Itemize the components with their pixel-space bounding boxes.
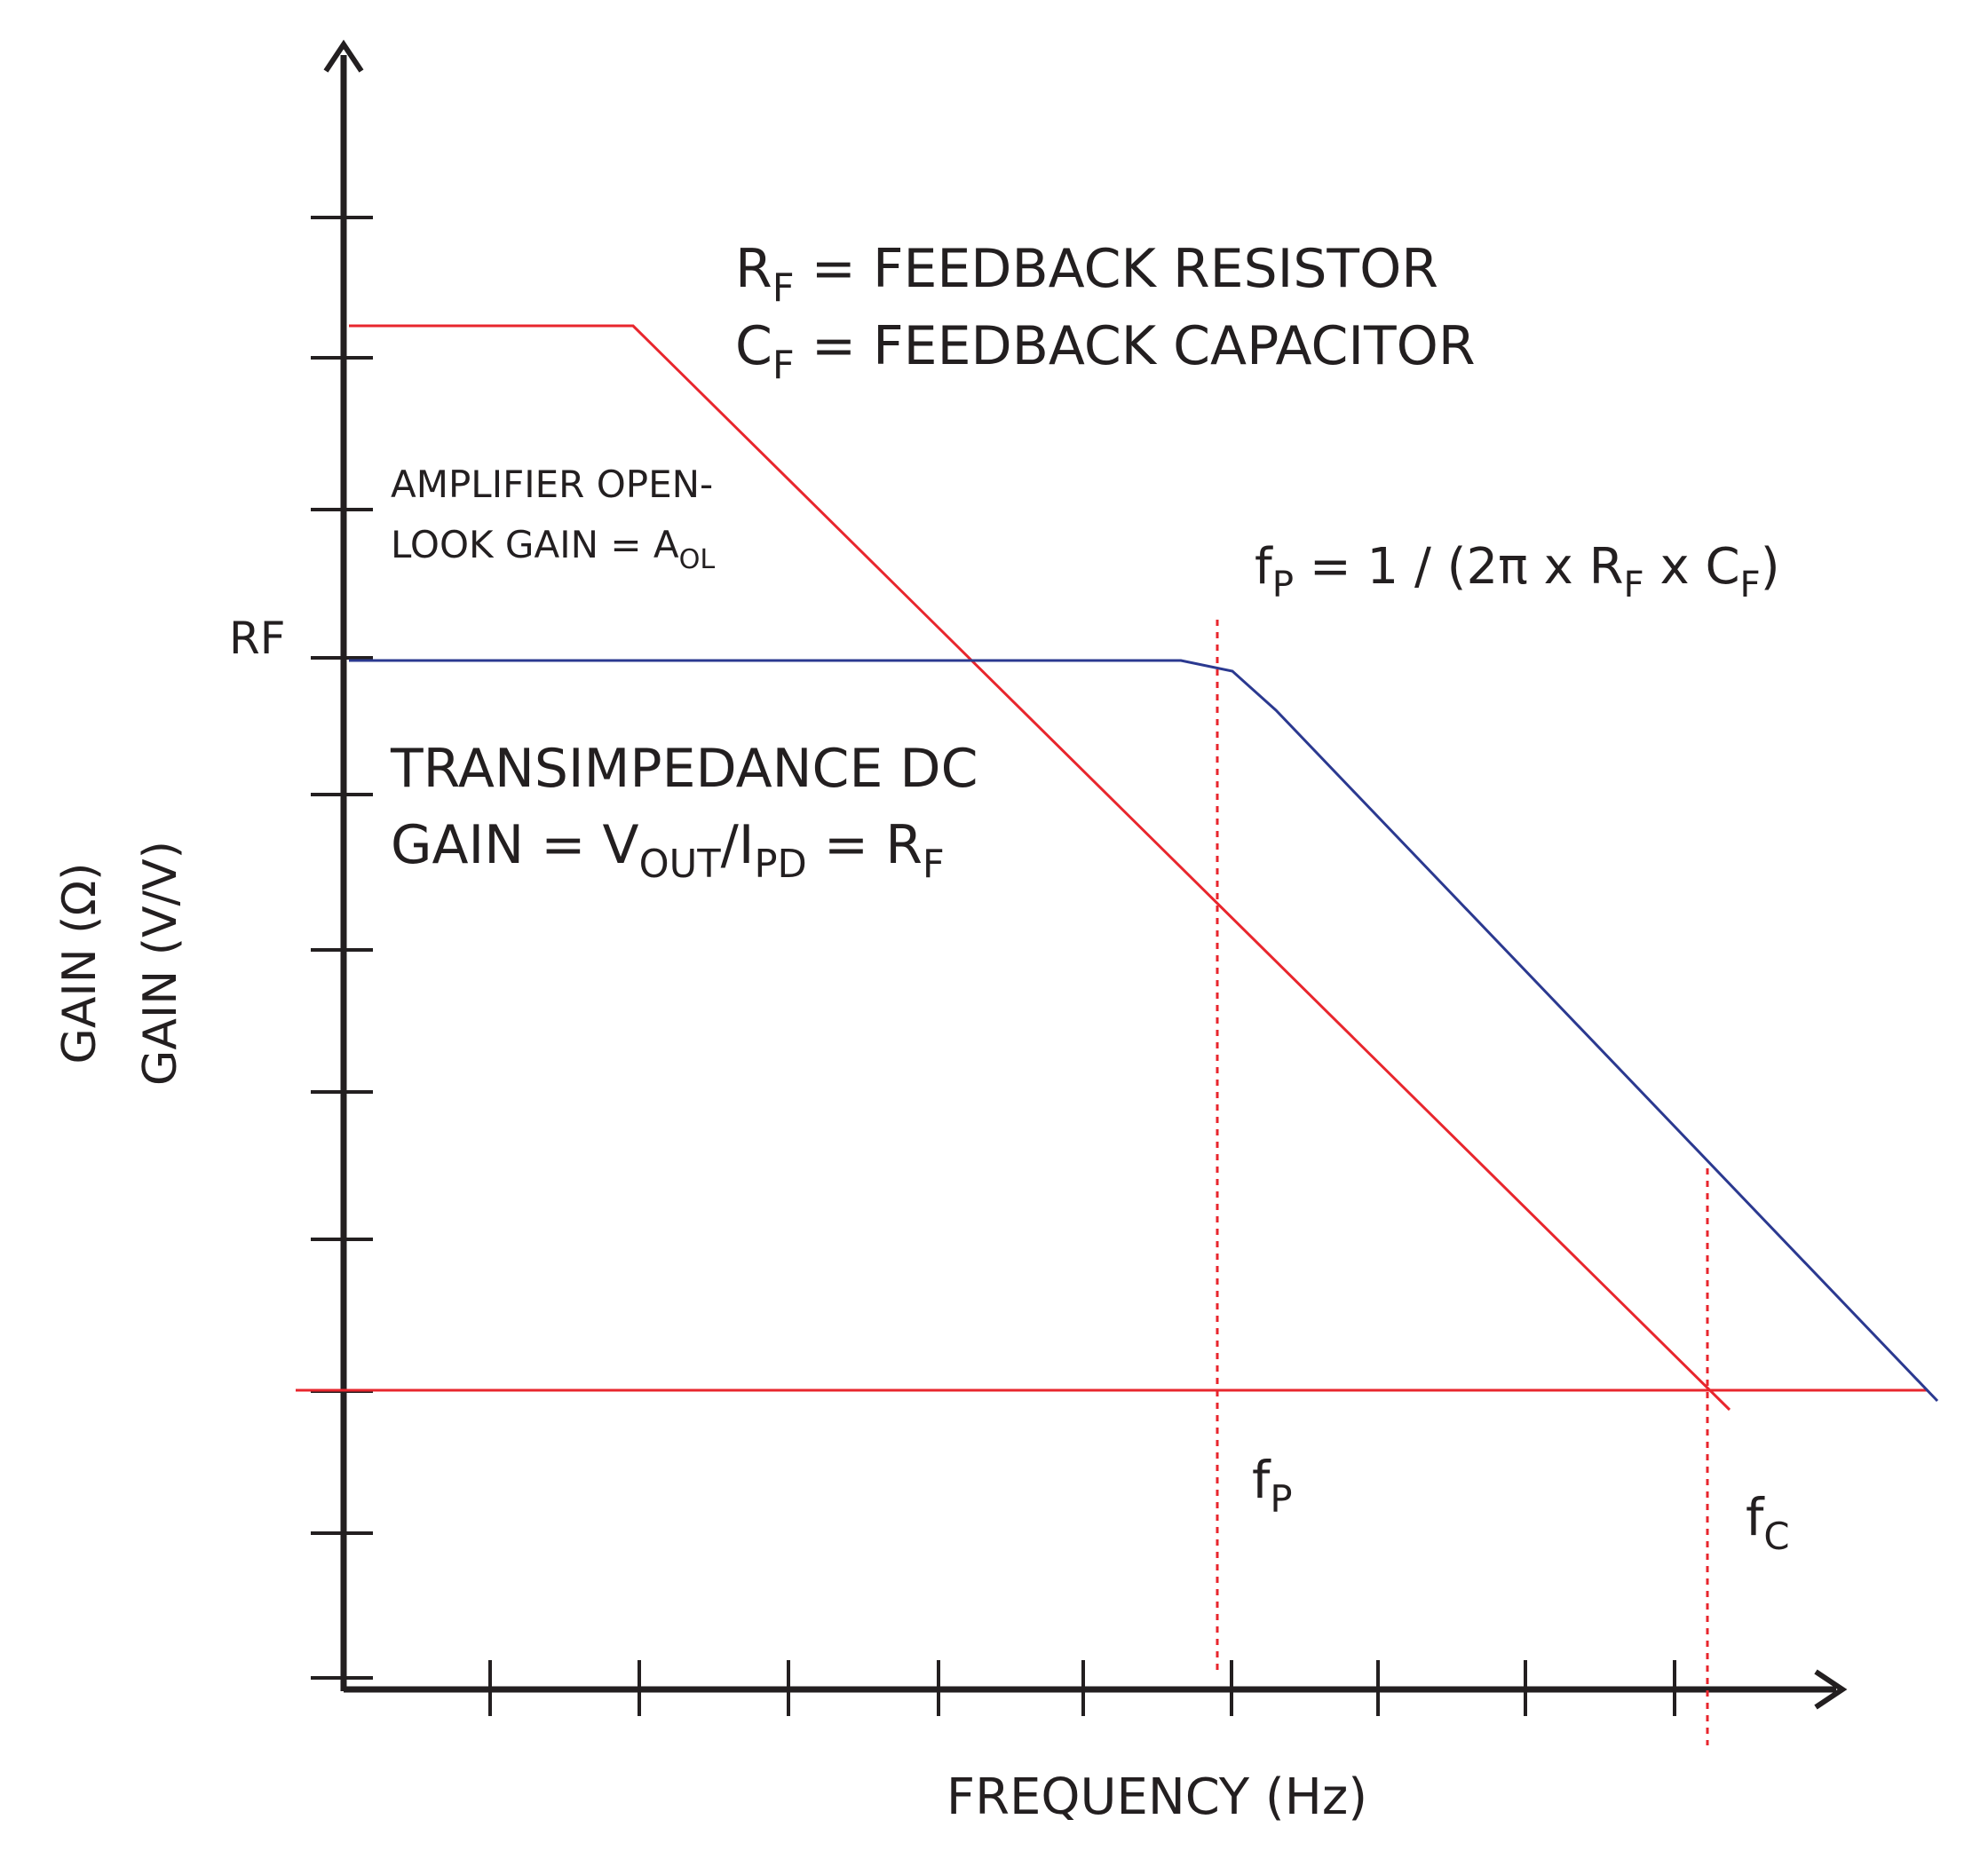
y-axis-title-ohm: GAIN (Ω) — [53, 863, 107, 1064]
y-axis-arrowhead — [323, 39, 364, 73]
dc-gain-label-line2: GAIN = VOUT/IPD = RF — [391, 814, 945, 887]
x-axis-title: FREQUENCY (Hz) — [946, 1768, 1367, 1826]
dc-gain-label-line1: TRANSIMPEDANCE DC — [390, 738, 978, 800]
pole-frequency-formula: fP = 1 / (2π x RF x CF) — [1255, 538, 1780, 605]
x-axis-ticks — [488, 1660, 1676, 1716]
legend-feedback-capacitor: CF = FEEDBACK CAPACITOR — [735, 315, 1476, 388]
rf-axis-marker: RF — [229, 613, 286, 664]
legend-feedback-resistor: RF = FEEDBACK RESISTOR — [735, 238, 1438, 311]
fp-marker-label: fP — [1252, 1450, 1293, 1521]
x-axis-arrowhead — [1814, 1669, 1848, 1710]
axes — [323, 39, 1848, 1710]
y-axis-title-vv: GAIN (V/V) — [134, 841, 187, 1086]
aol-label-line2: LOOK GAIN = AOL — [391, 523, 715, 575]
open-loop-gain-curve — [349, 324, 1731, 1412]
fc-marker-label: fC — [1746, 1487, 1790, 1558]
transimpedance-gain-curve — [349, 659, 1939, 1403]
aol-label-line1: AMPLIFIER OPEN- — [391, 463, 713, 506]
